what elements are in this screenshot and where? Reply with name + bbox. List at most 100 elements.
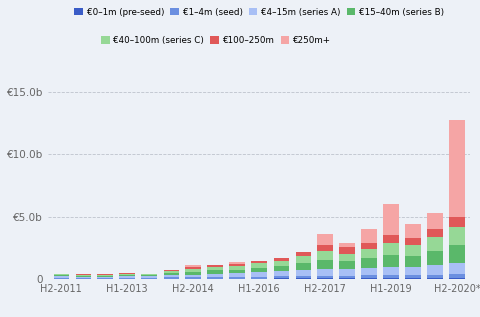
Bar [384, 243, 399, 256]
Bar [339, 243, 355, 247]
Bar [428, 213, 443, 229]
Bar [142, 278, 157, 279]
Bar [207, 267, 223, 270]
Bar [207, 265, 223, 267]
Bar [274, 271, 289, 276]
Bar [97, 274, 113, 275]
Bar [185, 272, 201, 275]
Bar [428, 237, 443, 251]
Bar [185, 267, 201, 269]
Bar [75, 275, 91, 277]
Bar [339, 254, 355, 261]
Bar [75, 278, 91, 279]
Bar [185, 275, 201, 277]
Bar [361, 275, 377, 278]
Bar [296, 278, 311, 279]
Bar [339, 247, 355, 254]
Bar [296, 263, 311, 270]
Bar [207, 270, 223, 274]
Bar [406, 238, 421, 245]
Bar [97, 277, 113, 278]
Bar [361, 278, 377, 279]
Bar [75, 277, 91, 278]
Bar [274, 278, 289, 279]
Bar [274, 276, 289, 278]
Bar [449, 227, 465, 245]
Bar [428, 278, 443, 279]
Bar [252, 261, 267, 263]
Bar [142, 275, 157, 276]
Bar [274, 261, 289, 266]
Legend: €40–100m (series C), €100–250m, €250m+: €40–100m (series C), €100–250m, €250m+ [101, 36, 331, 45]
Bar [185, 277, 201, 279]
Bar [53, 276, 69, 278]
Bar [164, 270, 179, 271]
Bar [449, 245, 465, 263]
Bar [120, 275, 135, 276]
Bar [317, 278, 333, 279]
Bar [317, 261, 333, 268]
Bar [252, 263, 267, 268]
Bar [449, 263, 465, 274]
Bar [384, 256, 399, 267]
Bar [317, 276, 333, 278]
Bar [296, 276, 311, 278]
Bar [53, 275, 69, 276]
Bar [339, 269, 355, 276]
Bar [229, 273, 245, 277]
Bar [406, 278, 421, 279]
Bar [142, 274, 157, 275]
Bar [185, 265, 201, 267]
Bar [229, 266, 245, 270]
Bar [164, 277, 179, 279]
Bar [361, 229, 377, 243]
Bar [97, 278, 113, 279]
Bar [207, 277, 223, 279]
Bar [274, 266, 289, 271]
Bar [428, 251, 443, 265]
Bar [164, 273, 179, 275]
Bar [384, 275, 399, 278]
Bar [406, 256, 421, 267]
Bar [97, 275, 113, 277]
Bar [296, 270, 311, 276]
Bar [252, 273, 267, 277]
Bar [428, 229, 443, 237]
Bar [317, 245, 333, 251]
Bar [120, 278, 135, 279]
Bar [229, 270, 245, 273]
Bar [339, 276, 355, 278]
Bar [428, 265, 443, 275]
Bar [406, 275, 421, 278]
Bar [384, 235, 399, 243]
Legend: €0–1m (pre-seed), €1–4m (seed), €4–15m (series A), €15–40m (series B): €0–1m (pre-seed), €1–4m (seed), €4–15m (… [74, 8, 444, 16]
Bar [252, 277, 267, 279]
Bar [185, 269, 201, 272]
Bar [406, 267, 421, 275]
Bar [53, 278, 69, 279]
Bar [384, 204, 399, 235]
Bar [449, 278, 465, 279]
Bar [120, 276, 135, 278]
Bar [296, 252, 311, 256]
Bar [229, 277, 245, 279]
Bar [361, 243, 377, 249]
Bar [120, 274, 135, 275]
Bar [317, 251, 333, 261]
Bar [317, 234, 333, 245]
Bar [229, 264, 245, 266]
Bar [449, 274, 465, 278]
Bar [384, 278, 399, 279]
Bar [164, 275, 179, 277]
Bar [229, 262, 245, 264]
Bar [164, 271, 179, 273]
Bar [406, 224, 421, 238]
Bar [274, 258, 289, 261]
Bar [361, 268, 377, 275]
Bar [384, 267, 399, 275]
Bar [428, 275, 443, 278]
Bar [339, 278, 355, 279]
Bar [252, 268, 267, 273]
Bar [406, 245, 421, 256]
Bar [296, 256, 311, 263]
